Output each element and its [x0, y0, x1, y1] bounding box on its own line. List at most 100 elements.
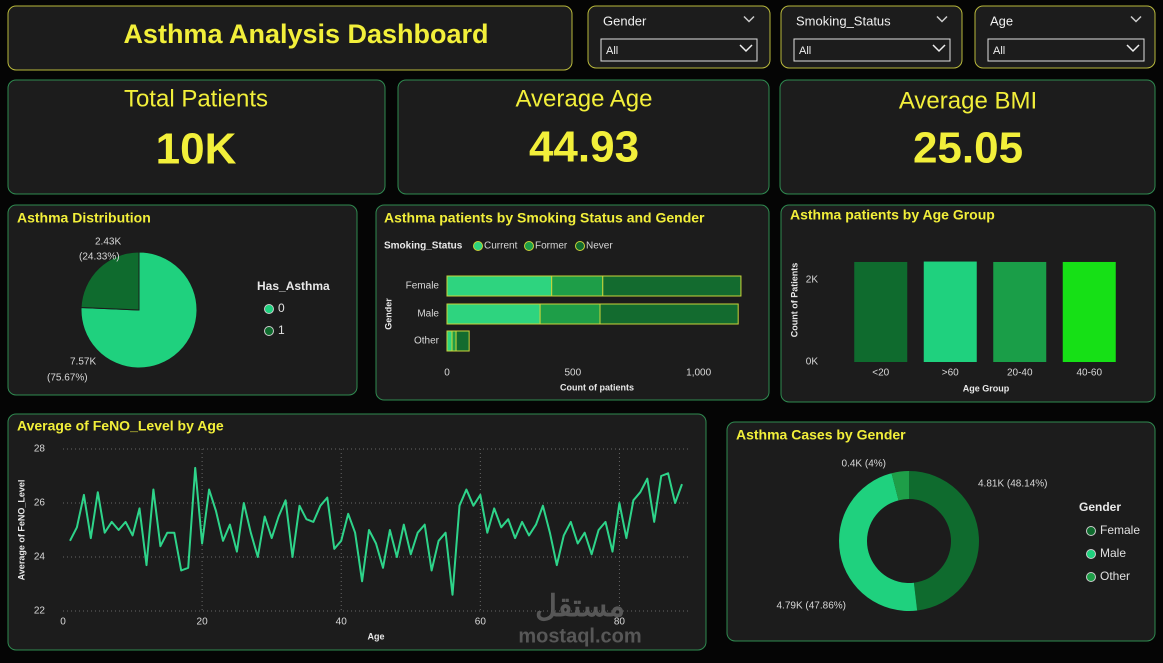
legend-label: Female: [1100, 523, 1140, 537]
filter-label: Age: [990, 13, 1013, 28]
y-axis-label: Average of FeNO_Level: [16, 480, 26, 581]
donut-slice: [839, 473, 918, 611]
x-tick-label: 0: [444, 368, 450, 379]
y-tick-label: 28: [34, 444, 46, 455]
title-box: [7, 5, 573, 71]
pie-slice: [80, 251, 140, 311]
x-tick-label: 1,000: [686, 368, 711, 379]
bar-segment: [602, 275, 742, 297]
legend-marker: [1086, 526, 1096, 536]
bar: [923, 261, 977, 362]
bar-segment: [455, 330, 470, 352]
legend-label: Never: [586, 241, 613, 252]
dropdown-value: All: [606, 45, 618, 57]
chevron-icon: [1130, 15, 1142, 23]
y-tick-label: 26: [34, 498, 46, 509]
x-tick-label: 80: [614, 617, 626, 628]
bar-segment: [451, 330, 457, 352]
dropdown[interactable]: [793, 38, 951, 62]
data-label: 2.43K: [95, 237, 121, 248]
chart-title: Asthma patients by Smoking Status and Ge…: [384, 210, 705, 226]
dashboard-title: Asthma Analysis Dashboard: [123, 19, 488, 49]
x-tick-label: 60: [475, 617, 487, 628]
y-tick-label: Female: [406, 281, 440, 292]
data-label: 0.4K (4%): [842, 459, 886, 470]
dropdown-value: All: [993, 45, 1005, 57]
y-tick-label: 22: [34, 606, 46, 617]
x-axis-label: Count of patients: [560, 382, 634, 392]
legend-label: Current: [484, 241, 518, 252]
donut-slice: [909, 470, 980, 611]
chevron-icon: [743, 15, 755, 23]
x-tick-label: 500: [564, 368, 581, 379]
kpi-value: 44.93: [529, 123, 639, 172]
donut-slice: [891, 471, 909, 501]
filter-label: Smoking_Status: [796, 13, 891, 28]
x-tick-label: 40: [336, 617, 348, 628]
legend-title: Has_Asthma: [257, 279, 330, 293]
filter-label: Gender: [603, 13, 647, 28]
bar: [993, 261, 1047, 362]
kpi-label: Average BMI: [899, 87, 1037, 114]
chart-panel: [726, 421, 1156, 642]
chevron-icon: [739, 44, 753, 53]
kpi-value: 10K: [156, 125, 237, 174]
legend-title: Smoking_Status: [384, 241, 463, 252]
x-tick-label: 20: [197, 617, 209, 628]
chevron-icon: [936, 15, 948, 23]
watermark: mostaql.com: [518, 625, 641, 647]
legend-marker: [264, 304, 274, 314]
kpi-card: [397, 79, 770, 195]
bar-segment: [446, 275, 553, 297]
y-tick-label: Other: [414, 336, 440, 347]
chevron-icon: [1126, 44, 1140, 53]
line-series: [69, 466, 683, 596]
legend-marker: [575, 241, 585, 251]
y-tick-label: 24: [34, 552, 46, 563]
y-tick-label: 0K: [806, 357, 819, 368]
data-label: 4.79K (47.86%): [777, 601, 847, 612]
watermark: مستقل: [535, 590, 625, 623]
chart-title: Average of FeNO_Level by Age: [17, 418, 224, 434]
chevron-icon: [932, 44, 946, 53]
kpi-card: [779, 79, 1156, 195]
bar-segment: [446, 303, 541, 325]
data-label: 4.81K (48.14%): [978, 479, 1048, 490]
x-tick-label: 20-40: [1007, 368, 1033, 379]
bar-segment: [539, 303, 601, 325]
legend-label: 0: [278, 301, 285, 315]
bar: [1062, 261, 1116, 362]
legend-marker: [1086, 572, 1096, 582]
kpi-label: Average Age: [515, 85, 652, 112]
kpi-label: Total Patients: [124, 85, 268, 112]
legend-marker: [473, 241, 483, 251]
kpi-card: [7, 79, 386, 195]
legend-title: Gender: [1079, 500, 1121, 514]
bar-segment: [446, 330, 453, 352]
y-axis-label: Count of Patients: [789, 263, 799, 338]
y-tick-label: Male: [417, 309, 439, 320]
x-axis-label: Age Group: [963, 383, 1010, 393]
chart-title: Asthma Cases by Gender: [736, 427, 906, 443]
bar-segment: [551, 275, 604, 297]
legend-label: Former: [535, 241, 568, 252]
bar: [854, 261, 908, 362]
legend-label: Other: [1100, 569, 1130, 583]
x-tick-label: <20: [872, 368, 889, 379]
chart-title: Asthma patients by Age Group: [790, 207, 995, 223]
dropdown[interactable]: [600, 38, 758, 62]
bar-segment: [599, 303, 739, 325]
dropdown[interactable]: [987, 38, 1145, 62]
legend-marker: [1086, 549, 1096, 559]
y-tick-label: 2K: [806, 275, 819, 286]
legend-marker: [264, 326, 274, 336]
legend-label: Male: [1100, 546, 1126, 560]
chart-panel: [375, 204, 770, 401]
pie-slice: [80, 251, 198, 369]
x-axis-label: Age: [367, 631, 384, 641]
legend-marker: [524, 241, 534, 251]
kpi-value: 25.05: [913, 124, 1023, 173]
data-label: 7.57K: [70, 357, 96, 368]
dropdown-value: All: [799, 45, 811, 57]
